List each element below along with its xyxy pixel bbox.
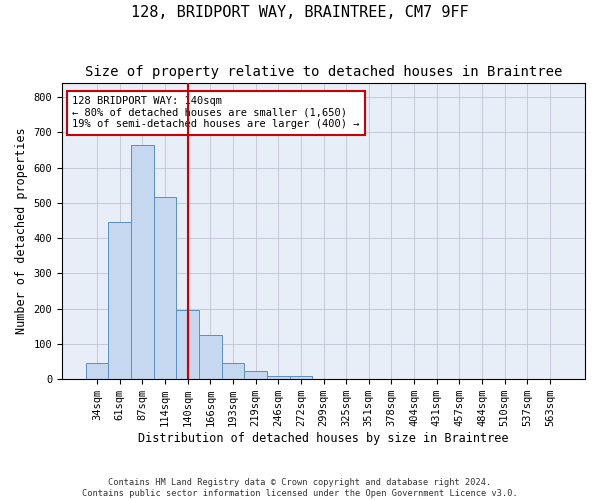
Bar [154, 197, 176, 379]
Bar [86, 362, 109, 379]
Bar [199, 335, 221, 379]
Y-axis label: Number of detached properties: Number of detached properties [15, 128, 28, 334]
X-axis label: Distribution of detached houses by size in Braintree: Distribution of detached houses by size … [138, 432, 509, 445]
Bar [131, 144, 154, 379]
Bar [244, 372, 267, 379]
Text: Contains HM Land Registry data © Crown copyright and database right 2024.
Contai: Contains HM Land Registry data © Crown c… [82, 478, 518, 498]
Text: 128, BRIDPORT WAY, BRAINTREE, CM7 9FF: 128, BRIDPORT WAY, BRAINTREE, CM7 9FF [131, 5, 469, 20]
Bar [290, 376, 312, 379]
Bar [109, 222, 131, 379]
Bar [267, 376, 290, 379]
Text: 128 BRIDPORT WAY: 140sqm
← 80% of detached houses are smaller (1,650)
19% of sem: 128 BRIDPORT WAY: 140sqm ← 80% of detach… [73, 96, 360, 130]
Bar [221, 362, 244, 379]
Bar [176, 310, 199, 379]
Title: Size of property relative to detached houses in Braintree: Size of property relative to detached ho… [85, 65, 562, 79]
